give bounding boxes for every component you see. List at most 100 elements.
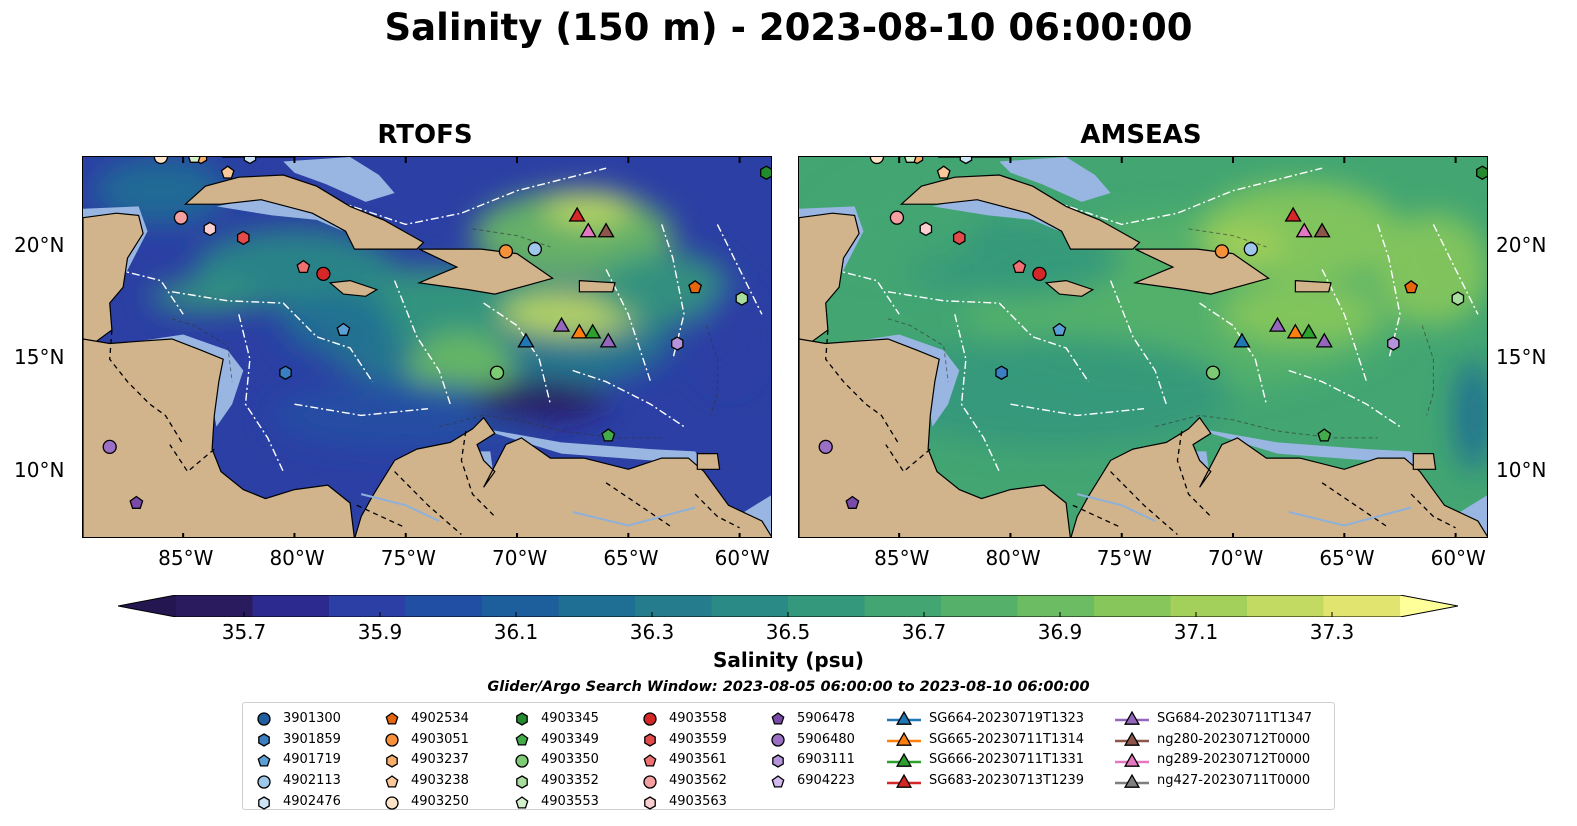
legend-marker (644, 733, 656, 747)
marker-4902534 (688, 279, 703, 294)
marker-4903250 (869, 157, 885, 165)
legend-marker-icon (887, 773, 921, 788)
legend-label: 4902534 (411, 710, 469, 726)
salinity-feature (1453, 359, 1487, 472)
marker-4903238 (936, 165, 951, 179)
legend-label: 4901719 (283, 752, 341, 768)
country-border (605, 482, 674, 529)
depth-contour (705, 325, 718, 416)
land-central (799, 338, 1071, 537)
legend-marker (257, 775, 271, 789)
marker-SG683-20230713T1239 (1284, 206, 1302, 222)
map-panel-amseas (798, 156, 1488, 538)
marker-4902113 (527, 241, 542, 257)
eez-boundary (1010, 403, 1145, 417)
legend-item: 4903238 (381, 770, 469, 791)
legend-marker (772, 754, 784, 768)
country-border (885, 444, 931, 473)
legend-marker (1123, 731, 1141, 747)
colorbar-segment (711, 595, 789, 617)
legend-column: SG664-20230719T1323 SG665-20230711T1314 SG… (887, 708, 1084, 791)
marker-4903553 (188, 157, 201, 163)
legend-marker (386, 754, 398, 768)
colorbar-segment (329, 595, 406, 617)
legend-label: SG664-20230719T1323 (929, 710, 1085, 726)
marker-5906480 (818, 439, 833, 455)
eez-boundary (1377, 224, 1401, 360)
legend-item: 3901859 (253, 729, 341, 750)
country-border (694, 493, 740, 529)
legend-item: 4903563 (639, 791, 727, 812)
depth-contour (472, 228, 551, 248)
legend-item: 4902113 (253, 770, 341, 791)
marker-4903349 (1317, 428, 1332, 442)
river (360, 493, 440, 522)
marker-4903352 (735, 291, 749, 306)
legend-item: 5906480 (767, 729, 855, 750)
colorbar-tick-label: 37.3 (1309, 620, 1355, 644)
x-tick-label: 65°W (1319, 546, 1375, 570)
colorbar-tick-label: 36.9 (1037, 620, 1083, 644)
legend-marker-icon (644, 795, 656, 810)
legend-label: 4903250 (411, 794, 469, 810)
legend-item: 4903559 (639, 729, 727, 750)
eez-boundary (393, 280, 451, 405)
marker-5906478 (845, 495, 860, 509)
legend: 3901300 3901859 4901719 4902113 4902476 49025… (242, 702, 1335, 810)
x-tick-label: 75°W (380, 546, 436, 570)
panel-title-rtofs: RTOFS (377, 120, 473, 150)
eez-boundary (294, 403, 429, 417)
y-tick-label: 10°N (14, 457, 65, 482)
legend-marker (771, 774, 785, 788)
country-border (1410, 493, 1456, 529)
marker-SG666-20230711T1331 (1300, 323, 1318, 339)
legend-marker-icon (771, 733, 785, 747)
legend-label: SG683-20230713T1239 (929, 773, 1085, 789)
marker-4903563 (919, 221, 933, 237)
legend-item: SG684-20230711T1347 (1115, 708, 1312, 729)
legend-label: 4903559 (669, 731, 727, 747)
marker-4903558 (316, 266, 331, 281)
legend-marker-icon (515, 733, 529, 746)
land-trinidad (1412, 453, 1437, 470)
marker-SG684-20230711T1347 (1315, 332, 1333, 348)
colorbar-segment (1247, 595, 1324, 617)
marker-SG684-20230711T1347 (1268, 316, 1287, 332)
legend-marker-icon (1115, 752, 1149, 767)
marker-4903562 (173, 210, 189, 225)
marker-4903558 (1032, 266, 1047, 281)
legend-column: 3901300 3901859 4901719 4902113 4902476 (253, 708, 341, 812)
legend-item: SG666-20230711T1331 (887, 750, 1084, 771)
legend-marker (385, 712, 399, 725)
legend-marker (643, 775, 657, 789)
legend-marker-icon (515, 754, 529, 768)
legend-item: 4903051 (381, 729, 469, 750)
colorbar-segment (1323, 595, 1401, 617)
legend-label: 6904223 (797, 773, 855, 789)
x-tick-label: 80°W (269, 546, 325, 570)
legend-item: ng280-20230712T0000 (1115, 729, 1312, 750)
legend-label: 4903051 (411, 731, 469, 747)
legend-item: ng427-20230711T0000 (1115, 770, 1312, 791)
salinity-feature (472, 379, 607, 420)
legend-column: SG684-20230711T1347 ng280-20230712T0000 ng… (1115, 708, 1312, 791)
legend-item: 4902476 (253, 791, 341, 812)
legend-item: 3901300 (253, 708, 341, 729)
legend-marker (895, 752, 913, 767)
legend-marker-icon (258, 733, 270, 747)
eez-boundary (171, 291, 373, 383)
colorbar-segment (788, 595, 865, 617)
river (1288, 506, 1412, 527)
land-southam (354, 416, 771, 537)
eez-boundary (1432, 224, 1479, 315)
colorbar-tick-label: 35.7 (221, 620, 267, 644)
marker-SG683-20230713T1239 (568, 206, 586, 222)
country-border (394, 471, 462, 535)
legend-marker (643, 754, 657, 767)
salinity-feature (543, 190, 633, 227)
eez-boundary (1321, 269, 1368, 382)
colorbar-segment (864, 595, 942, 617)
legend-marker (385, 774, 399, 788)
legend-column: 5906478 5906480 6903111 6904223 (767, 708, 855, 791)
colorbar-segment (252, 595, 330, 617)
